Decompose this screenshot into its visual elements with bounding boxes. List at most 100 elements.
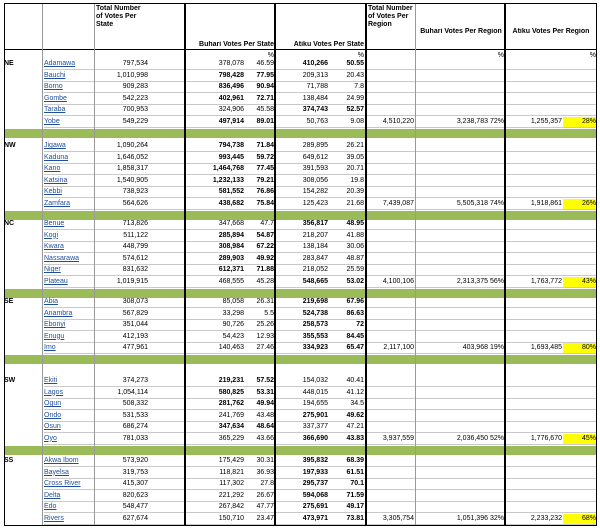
state-buhari-percent: 76.86 [256,188,274,195]
state-total-votes: 319,753 [122,468,148,476]
state-link[interactable]: Gombe [44,94,67,102]
state-buhari-votes: 285,894 [218,231,244,239]
state-buhari-votes: 117,302 [219,480,244,487]
table-row-divider [44,420,597,422]
state-total-votes: 567,829 [122,309,148,317]
state-link[interactable]: Enugu [44,332,65,340]
state-link[interactable]: Adamawa [44,60,76,67]
state-atiku-votes: 50,763 [306,117,328,125]
state-atiku-votes: 649,612 [302,153,328,161]
state-atiku-percent: 20.71 [346,165,364,172]
state-link[interactable]: Kaduna [44,153,69,161]
state-atiku-percent: 40.41 [346,377,364,384]
state-atiku-votes: 194,655 [302,400,328,407]
state-total-votes: 1,010,998 [116,71,148,79]
column-border [365,3,367,525]
state-buhari-votes: 324,906 [218,106,244,113]
table-row-divider [44,353,597,354]
state-buhari-percent: 49.92 [256,254,274,262]
table-border [4,525,597,526]
state-total-votes: 412,193 [122,332,148,340]
state-atiku-percent: 68.39 [346,457,364,464]
state-link[interactable]: Lagos [44,388,64,396]
state-link[interactable]: Akwa Ibom [44,457,79,464]
state-link[interactable]: Edo [44,503,57,510]
state-link[interactable]: Kebbi [44,188,62,195]
state-link[interactable]: Ekiti [44,377,58,384]
state-link[interactable]: Niger [44,266,61,273]
table-row-divider [44,69,597,70]
state-link[interactable]: Bauchi [44,71,66,79]
state-atiku-votes: 154,282 [302,188,328,195]
region-atiku-percent: 43% [563,276,596,287]
state-link[interactable]: Zamfara [44,199,71,207]
state-total-votes: 574,612 [122,254,148,262]
column-border [184,3,186,525]
state-link[interactable]: Katsina [44,176,68,184]
state-buhari-percent: 49.94 [256,400,274,407]
percent-header-buhari-region: % [497,52,504,59]
state-link[interactable]: Abia [44,298,59,305]
table-border [4,3,597,4]
table-row-divider [44,307,597,308]
table-row-divider [44,252,597,253]
table-row-divider [44,318,597,320]
state-total-votes: 738,923 [122,188,148,195]
state-link[interactable]: Cross River [44,480,81,487]
state-link[interactable]: Borno [44,83,63,90]
state-link[interactable]: Taraba [44,106,66,113]
state-buhari-percent: 90.94 [256,83,274,90]
state-link[interactable]: Plateau [44,277,68,285]
region-atiku-percent: 45% [563,433,596,444]
state-link[interactable]: Jigawa [44,142,66,149]
table-row-divider [44,92,597,93]
state-atiku-votes: 275,901 [302,411,328,419]
state-link[interactable]: Nassarawa [44,254,80,262]
state-atiku-votes: 448,015 [302,388,328,396]
state-link[interactable]: Kwara [44,243,64,250]
state-link[interactable]: Imo [44,344,56,351]
state-atiku-percent: 67.96 [346,298,364,305]
region-total-votes: 2,117,100 [383,344,414,351]
state-buhari-votes: 1,464,768 [212,165,244,172]
state-link[interactable]: Osun [44,423,61,430]
region-atiku-percent: 28% [563,116,596,127]
state-total-votes: 511,122 [123,231,148,239]
region-atiku-votes: 1,918,861 [530,199,562,207]
state-link[interactable]: Yobe [44,117,60,125]
state-link[interactable]: Ebonyi [44,321,66,328]
state-total-votes: 573,920 [122,457,148,464]
state-atiku-votes: 125,423 [302,199,328,207]
state-link[interactable]: Ogun [44,400,62,407]
state-link[interactable]: Benue [44,220,65,227]
state-atiku-votes: 356,817 [302,220,328,227]
column-border [596,3,597,525]
state-atiku-percent: 86.63 [346,309,364,317]
state-atiku-votes: 275,691 [302,503,328,510]
state-link[interactable]: Delta [44,491,61,499]
region-total-votes: 7,439,087 [382,199,414,207]
state-link[interactable]: Kano [44,165,61,172]
state-atiku-percent: 41.88 [346,231,364,239]
state-buhari-percent: 57.52 [256,377,274,384]
state-buhari-percent: 26.31 [256,298,274,305]
region-separator [4,210,597,220]
header-atiku-region: Atiku Votes Per Region [512,28,590,35]
region-code: NW [4,142,16,149]
state-buhari-percent: 43.48 [256,411,274,419]
region-buhari-percent: 72% [490,117,504,125]
state-link[interactable]: Rivers [44,514,64,522]
state-link[interactable]: Anambra [44,309,73,317]
state-atiku-votes: 197,933 [302,468,328,476]
state-buhari-votes: 468,555 [218,277,244,285]
state-buhari-votes: 140,463 [218,344,244,351]
state-buhari-percent: 77.45 [256,165,274,172]
state-atiku-votes: 374,743 [302,106,328,113]
state-link[interactable]: Ondo [44,411,62,419]
table-row-divider [44,162,597,164]
state-link[interactable]: Oyo [44,434,57,442]
state-link[interactable]: Kogi [44,231,59,239]
state-total-votes: 351,044 [122,321,148,328]
state-link[interactable]: Bayelsa [44,468,69,476]
